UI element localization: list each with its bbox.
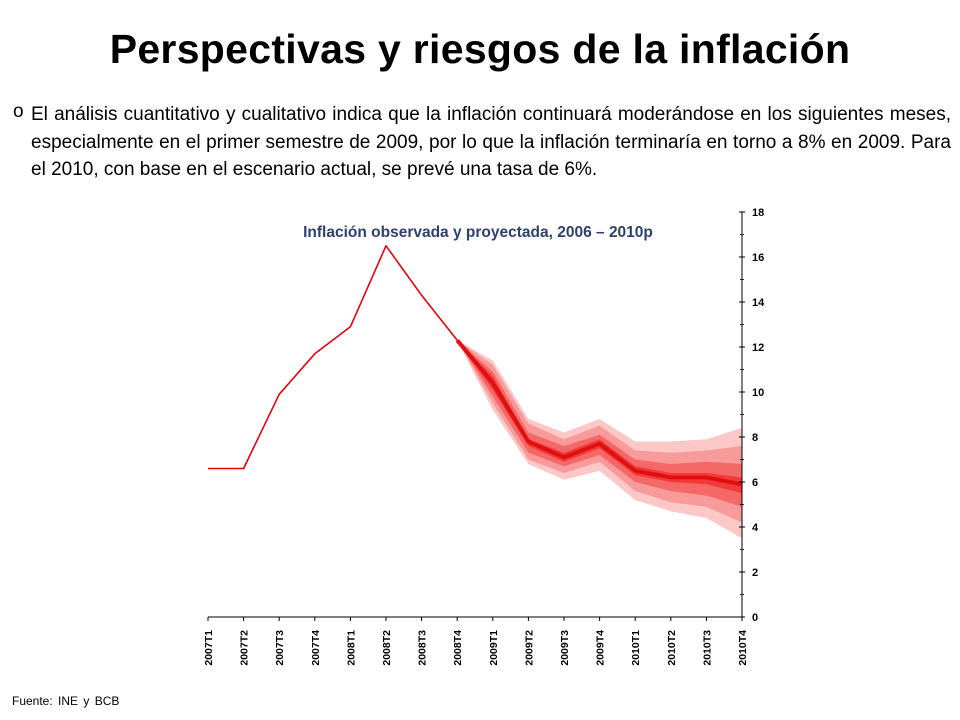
x-tick-label: 2009T3 xyxy=(559,630,571,666)
y-tick-label: 16 xyxy=(752,252,764,264)
page-title: Perspectivas y riesgos de la inflación xyxy=(109,26,851,72)
y-tick-label: 18 xyxy=(752,207,764,219)
y-tick-label: 0 xyxy=(752,612,758,624)
chart-title: Inflación observada y proyectada, 2006 –… xyxy=(303,224,653,241)
fan-bands xyxy=(457,340,742,539)
y-tick-label: 8 xyxy=(752,432,758,444)
x-tick-label: 2010T1 xyxy=(630,630,642,666)
x-tick-label: 2007T4 xyxy=(310,630,322,666)
fan-band-2 xyxy=(457,340,742,507)
observed-inflation-line xyxy=(208,245,458,470)
x-tick-label: 2008T3 xyxy=(417,630,429,666)
x-tick-label: 2009T2 xyxy=(523,630,535,666)
x-tick-label: 2009T4 xyxy=(595,630,607,666)
x-tick-label: 2008T4 xyxy=(452,630,464,666)
x-tick-label: 2008T1 xyxy=(345,630,357,666)
x-tick-label: 2010T3 xyxy=(701,630,713,666)
tick-labels: 0 2 4 6 8 10 12 14 16 18 2007T1 2007T2 2007T3 2007T4 2… xyxy=(203,207,765,666)
bullet-text: El análisis cuantitativo y cualitativo i… xyxy=(31,104,951,180)
y-tick-label: 2 xyxy=(752,567,758,579)
source-note: Fuente: INE y BCB xyxy=(12,694,120,708)
axes xyxy=(207,211,745,621)
y-tick-label: 12 xyxy=(752,342,764,354)
x-tick-label: 2008T2 xyxy=(381,630,393,666)
y-tick-label: 6 xyxy=(752,477,758,489)
fan-band-3 xyxy=(457,340,742,523)
x-tick-label: 2010T4 xyxy=(737,630,749,666)
bullet-marker: o xyxy=(13,101,24,122)
x-tick-label: 2007T1 xyxy=(203,630,215,666)
y-tick-label: 4 xyxy=(752,522,759,534)
x-tick-label: 2010T2 xyxy=(666,630,678,666)
y-tick-label: 10 xyxy=(752,387,764,399)
y-tick-label: 14 xyxy=(752,297,765,309)
x-tick-label: 2007T3 xyxy=(274,630,286,666)
x-tick-label: 2009T1 xyxy=(488,630,500,666)
x-tick-label: 2007T2 xyxy=(239,630,251,666)
